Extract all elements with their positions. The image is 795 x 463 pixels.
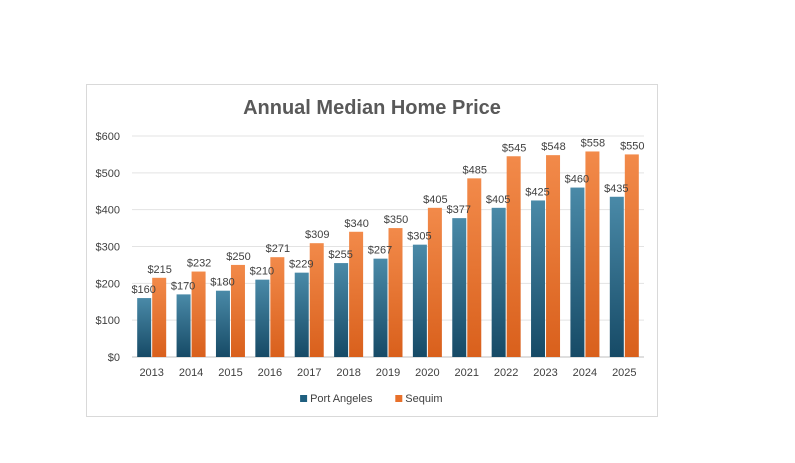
chart-frame <box>86 84 658 417</box>
bar-port-angeles <box>570 187 585 357</box>
x-tick-label: 2021 <box>455 367 479 379</box>
data-label: $548 <box>541 141 565 153</box>
data-label: $271 <box>266 243 290 255</box>
x-tick-label: 2016 <box>258 367 282 379</box>
x-tick-label: 2025 <box>612 367 636 379</box>
bars <box>137 151 639 357</box>
data-label: $160 <box>131 284 155 296</box>
x-tick-label: 2024 <box>573 367 597 379</box>
y-tick-label: $100 <box>96 315 120 327</box>
data-label: $550 <box>620 140 644 152</box>
x-tick-label: 2018 <box>336 367 360 379</box>
bar-sequim <box>546 155 561 357</box>
bar-sequim <box>624 154 639 357</box>
chart-title: Annual Median Home Price <box>243 97 501 119</box>
y-tick-label: $0 <box>108 352 120 364</box>
bar-port-angeles <box>294 272 309 357</box>
x-tick-label: 2023 <box>533 367 557 379</box>
data-label: $255 <box>328 249 352 261</box>
bar-port-angeles <box>373 258 388 357</box>
bar-sequim <box>349 231 364 357</box>
y-tick-label: $200 <box>96 278 120 290</box>
bar-port-angeles <box>255 279 270 357</box>
bar-sequim <box>309 243 324 357</box>
data-label: $232 <box>187 258 211 270</box>
x-tick-label: 2020 <box>415 367 439 379</box>
data-label: $545 <box>502 142 526 154</box>
y-tick-label: $500 <box>96 168 120 180</box>
data-label: $267 <box>368 245 392 257</box>
bar-port-angeles <box>609 196 624 357</box>
data-label: $229 <box>289 259 313 271</box>
bar-port-angeles <box>452 218 467 357</box>
x-tick-label: 2019 <box>376 367 400 379</box>
data-label: $170 <box>171 280 195 292</box>
data-label: $460 <box>565 174 589 186</box>
bar-sequim <box>270 257 285 357</box>
bar-sequim <box>191 271 206 357</box>
data-label: $405 <box>423 194 447 206</box>
x-tick-label: 2013 <box>139 367 163 379</box>
data-label: $435 <box>604 183 628 195</box>
data-label: $210 <box>250 266 274 278</box>
bar-sequim <box>585 151 600 357</box>
bar-port-angeles <box>176 294 191 357</box>
bar-sequim <box>427 207 442 357</box>
x-tick-label: 2017 <box>297 367 321 379</box>
bar-sequim <box>506 156 521 357</box>
legend-label: Port Angeles <box>310 393 373 405</box>
data-label: $305 <box>407 231 431 243</box>
bar-port-angeles <box>491 207 506 357</box>
bar-sequim <box>388 228 403 357</box>
x-axis: 2013 2014 2015 2016 2017 2018 2019 2020 2021 2022… <box>139 367 636 379</box>
legend-swatch <box>300 395 308 402</box>
legend-label: Sequim <box>405 393 442 405</box>
data-label: $340 <box>344 218 368 230</box>
bar-port-angeles <box>531 200 546 357</box>
bar-port-angeles <box>412 244 427 357</box>
legend: Port Angeles Sequim <box>300 393 443 405</box>
y-tick-label: $400 <box>96 205 120 217</box>
data-label: $309 <box>305 229 329 241</box>
bar-port-angeles <box>334 263 349 357</box>
bar-sequim <box>467 178 482 357</box>
data-label: $250 <box>226 251 250 263</box>
y-axis: $0 $100 $200 $300 $400 $500 $600 <box>96 131 120 364</box>
y-tick-label: $600 <box>96 131 120 143</box>
legend-swatch <box>395 395 403 402</box>
x-tick-label: 2015 <box>218 367 242 379</box>
data-label: $425 <box>525 186 549 198</box>
data-label: $350 <box>384 214 408 226</box>
bar-port-angeles <box>137 298 152 357</box>
bar-port-angeles <box>215 290 230 357</box>
data-label: $180 <box>210 277 234 289</box>
data-label: $377 <box>447 204 471 216</box>
x-tick-label: 2022 <box>494 367 518 379</box>
data-label: $485 <box>463 164 487 176</box>
x-tick-label: 2014 <box>179 367 203 379</box>
y-tick-label: $300 <box>96 242 120 254</box>
data-label: $558 <box>581 137 605 149</box>
data-label: $215 <box>147 264 171 276</box>
bar-sequim <box>152 277 167 357</box>
bar-sequim <box>230 264 245 357</box>
data-label: $405 <box>486 194 510 206</box>
data-labels: $160 $215$170 $232 $180 $250$210 $271 $229 $309… <box>131 137 644 296</box>
